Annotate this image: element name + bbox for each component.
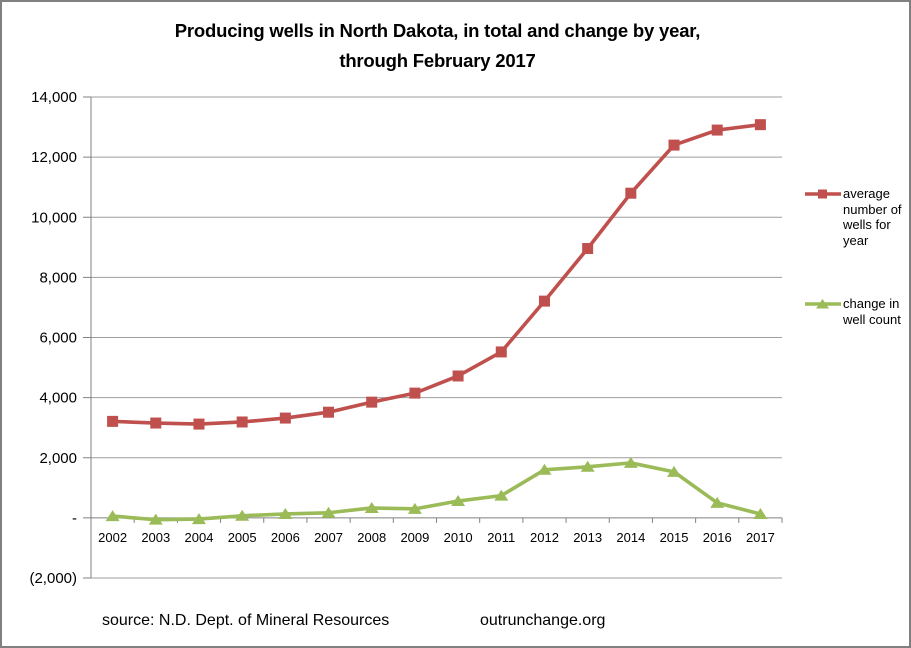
red-series-marker <box>582 243 594 255</box>
chart-title-line2: through February 2017 <box>339 50 536 71</box>
legend-entry-change-count: change in well count <box>805 296 909 327</box>
chart-title: Producing wells in North Dakota, in tota… <box>91 16 784 76</box>
red-series-marker <box>150 417 162 429</box>
green-series-marker <box>580 460 595 472</box>
legend-label-change-count: change in well count <box>843 296 901 327</box>
green-series-marker <box>537 463 552 475</box>
legend-entry-average-wells: average number of wells for year <box>805 186 909 248</box>
x-axis-label: 2011 <box>487 530 515 545</box>
green-series-marker <box>710 496 725 508</box>
x-axis-label: 2007 <box>314 530 343 545</box>
legend: average number of wells for year change … <box>805 186 909 327</box>
red-series-marker <box>711 124 723 136</box>
chart-title-line1: Producing wells in North Dakota, in tota… <box>174 20 701 41</box>
green-series-marker <box>623 456 638 468</box>
x-axis-label: 2013 <box>573 530 602 545</box>
site-link: outrunchange.org <box>480 612 606 629</box>
red-series-marker <box>538 295 550 307</box>
x-axis-label: 2008 <box>357 530 386 545</box>
green-series-marker <box>667 465 682 477</box>
y-axis-label: - <box>72 510 77 527</box>
green-series-marker <box>278 507 293 519</box>
green-series-marker <box>235 509 250 521</box>
red-series-line <box>112 122 761 426</box>
green-series-marker <box>105 510 120 522</box>
y-axis-label: 8,000 <box>39 269 77 286</box>
green-series-marker <box>753 507 768 519</box>
x-axis-label: 2014 <box>616 530 645 545</box>
x-axis-label: 2010 <box>444 530 473 545</box>
green-series-marker <box>407 502 422 514</box>
red-series-marker <box>107 415 119 427</box>
y-axis-label: 6,000 <box>39 330 77 347</box>
red-series-marker <box>279 412 291 424</box>
x-axis-label: 2005 <box>228 530 257 545</box>
x-axis-label: 2004 <box>185 530 214 545</box>
green-series-marker <box>364 501 379 513</box>
red-series-marker <box>193 418 205 430</box>
x-axis-label: 2009 <box>400 530 429 545</box>
legend-label-average-wells: average number of wells for year <box>843 186 902 248</box>
y-axis-label: (2,000) <box>29 570 77 587</box>
y-axis-label: 4,000 <box>39 390 77 407</box>
y-axis-label: 14,000 <box>31 89 77 106</box>
x-axis-label: 2003 <box>141 530 170 545</box>
green-series-marker <box>321 506 336 518</box>
green-series-marker <box>148 513 163 525</box>
y-axis-label: 12,000 <box>31 149 77 166</box>
red-series-marker <box>754 119 766 131</box>
red-series-marker <box>236 416 248 428</box>
red-series-marker <box>409 387 421 399</box>
red-series-marker <box>366 396 378 408</box>
legend-marker <box>818 189 827 199</box>
red-series-marker <box>668 139 680 151</box>
green-line-triangle-marker-icon <box>805 299 841 309</box>
x-axis-label: 2006 <box>271 530 300 545</box>
x-axis-label: 2017 <box>746 530 775 545</box>
x-axis-label: 2012 <box>530 530 559 545</box>
source-note: source: N.D. Dept. of Mineral Resources <box>102 612 390 629</box>
green-series-marker <box>451 495 466 507</box>
legend-marker <box>816 299 829 309</box>
x-axis-label: 2002 <box>98 530 127 545</box>
y-axis-label: 2,000 <box>39 450 77 467</box>
x-axis-label: 2016 <box>703 530 732 545</box>
green-series-line <box>112 461 761 522</box>
green-series-marker <box>191 513 206 525</box>
x-axis-label: 2015 <box>660 530 689 545</box>
red-line-square-marker-icon <box>805 189 841 199</box>
red-series-marker <box>452 370 464 382</box>
red-series-marker <box>625 187 637 199</box>
y-axis-label: 10,000 <box>31 209 77 226</box>
green-series-marker <box>494 489 509 501</box>
red-series-marker <box>323 406 335 418</box>
red-series-marker <box>495 346 507 358</box>
